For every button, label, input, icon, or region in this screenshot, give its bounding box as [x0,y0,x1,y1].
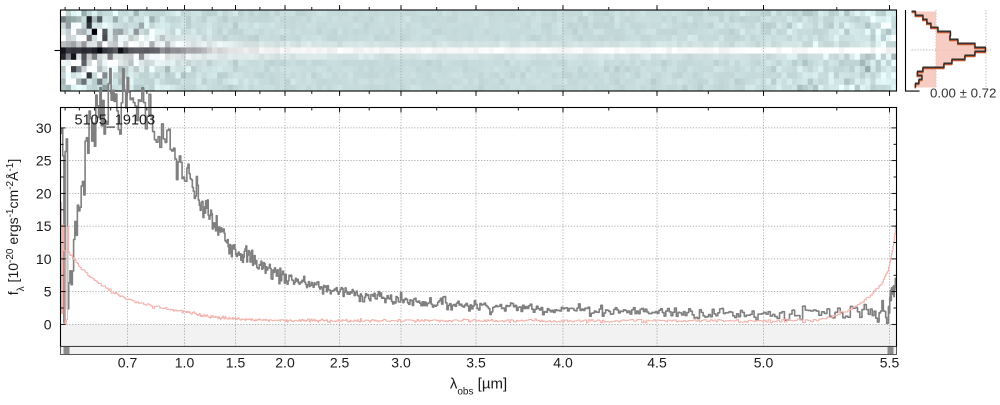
svg-text:10: 10 [36,251,52,267]
svg-text:1.0: 1.0 [175,355,195,371]
svg-text:0: 0 [44,316,52,332]
svg-text:1.5: 1.5 [226,355,246,371]
svg-text:5: 5 [44,284,52,300]
svg-text:3.0: 3.0 [391,355,411,371]
svg-text:20: 20 [36,185,52,201]
svg-text:4.0: 4.0 [553,355,573,371]
svg-text:3.5: 3.5 [466,355,486,371]
svg-text:5.0: 5.0 [754,355,774,371]
svg-text:5105_19103: 5105_19103 [75,113,156,129]
svg-text:4.5: 4.5 [647,355,667,371]
svg-text:15: 15 [36,218,52,234]
svg-text:2.5: 2.5 [330,355,350,371]
svg-text:2.0: 2.0 [275,355,295,371]
svg-text:0.00 ± 0.72: 0.00 ± 0.72 [930,86,996,101]
svg-text:0.7: 0.7 [118,355,138,371]
svg-text:5.5: 5.5 [880,355,900,371]
svg-text:25: 25 [36,153,52,169]
svg-text:30: 30 [36,120,52,136]
